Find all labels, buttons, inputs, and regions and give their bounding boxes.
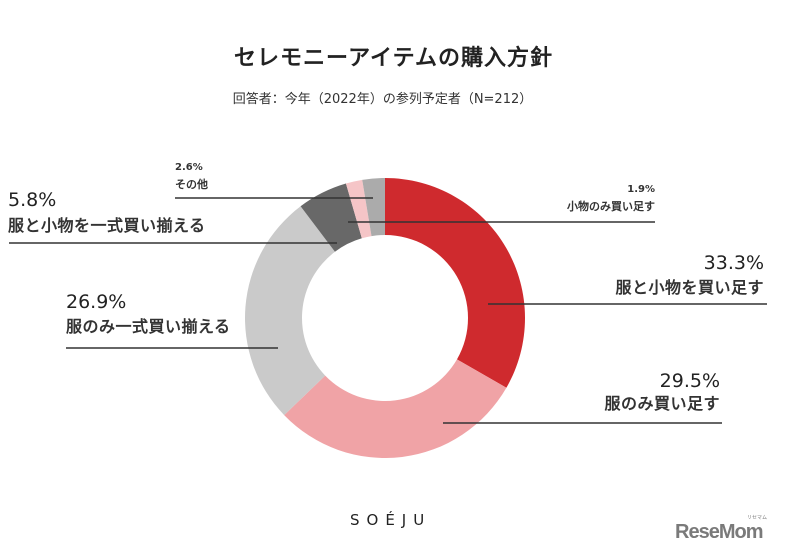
label-value-other: 2.6% [175,162,203,173]
donut-slice [284,359,507,458]
label-value-full-set-clothes-accessories: 5.8% [8,189,57,211]
label-category-clothes-only: 服のみ買い足す [604,394,720,413]
chart-title: セレモニーアイテムの購入方針 [234,46,553,71]
label-value-clothes-only: 29.5% [659,370,720,392]
donut-slice [245,206,335,416]
donut-slices [245,178,525,458]
source-logo: ReseMom [675,521,763,543]
donut-slice [300,183,362,252]
label-value-clothes-and-accessories: 33.3% [703,252,764,274]
label-category-accessories-only: 小物のみ買い足す [567,200,655,213]
chart-subtitle: 回答者：今年（2022年）の参列予定者（N=212） [232,92,533,107]
donut-slice [345,179,372,239]
source-logo-kana: リセマム [747,515,768,521]
donut-slice [385,178,525,388]
label-category-full-set-clothes-only: 服のみ一式買い揃える [66,317,231,336]
brand-logo: SOÉJU [350,511,432,529]
label-category-other: その他 [175,178,208,191]
label-value-accessories-only: 1.9% [627,184,655,195]
leader-lines [9,197,767,424]
label-category-clothes-and-accessories: 服と小物を買い足す [615,278,764,297]
label-value-full-set-clothes-only: 26.9% [66,291,127,313]
label-category-full-set-clothes-accessories: 服と小物を一式買い揃える [8,216,206,235]
